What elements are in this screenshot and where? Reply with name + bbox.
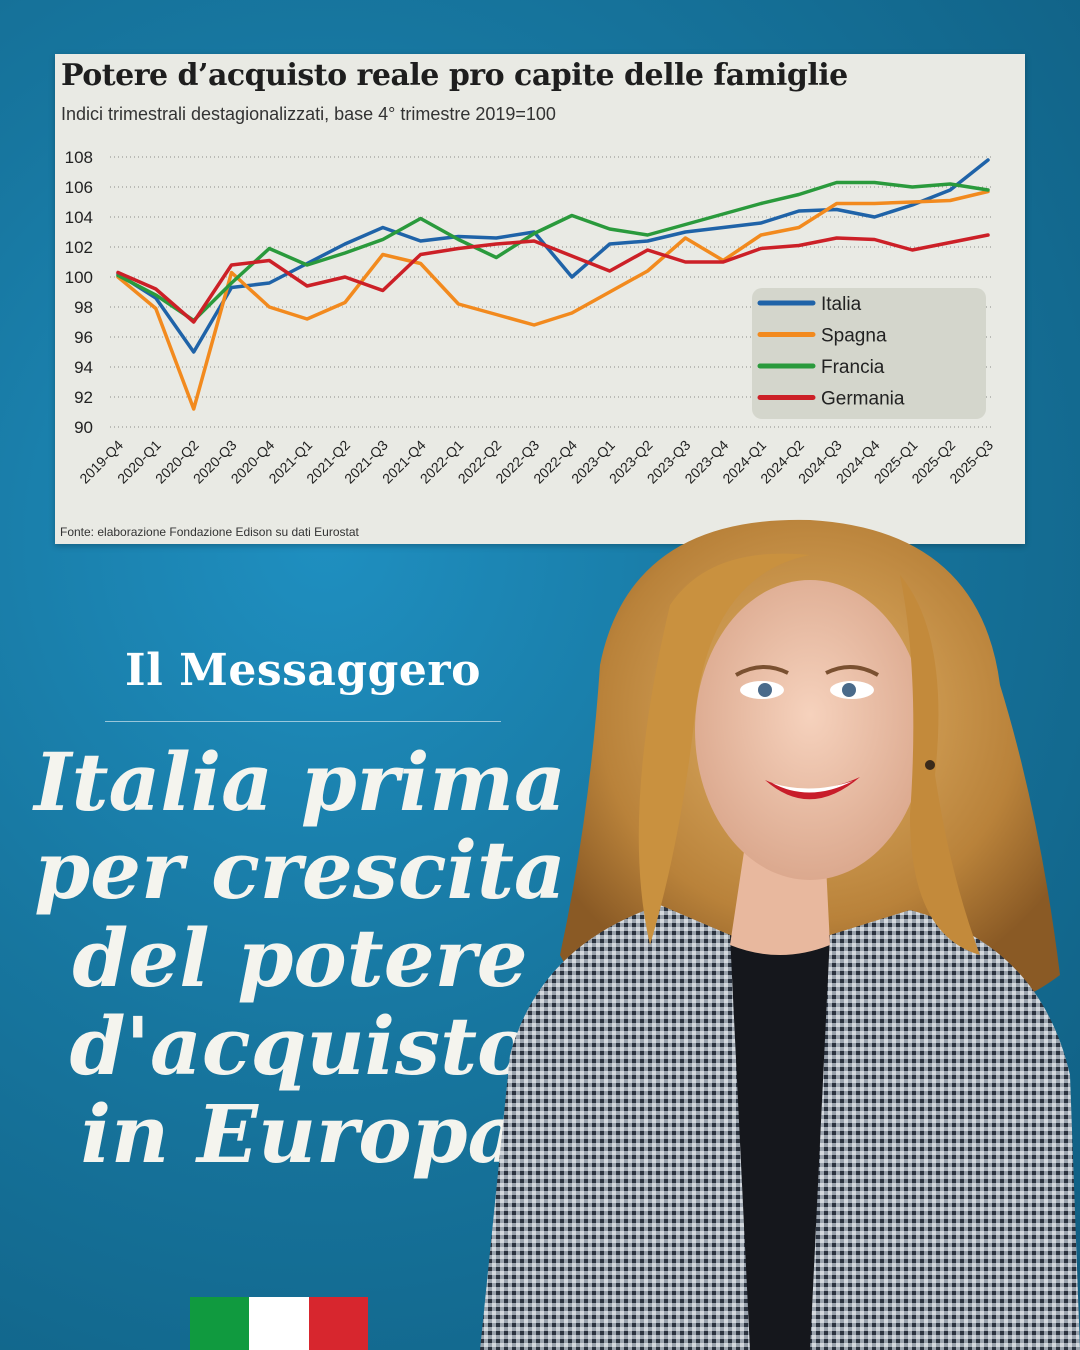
headline-line: in Europa	[80, 1087, 520, 1181]
headline-line: del potere	[72, 911, 528, 1005]
headline-line: d'acquisto	[69, 999, 531, 1093]
masthead-divider	[105, 721, 501, 722]
y-tick-label: 92	[74, 388, 93, 407]
legend-label: Spagna	[821, 326, 887, 347]
series-line-spagna	[116, 189, 990, 411]
newspaper-masthead: Il Messaggero	[125, 645, 481, 696]
chart-subtitle: Indici trimestrali destagionalizzati, ba…	[61, 104, 556, 124]
chart-card: Potere d’acquisto reale pro capite delle…	[55, 54, 1025, 544]
y-axis-ticks: 90 92 94 96 98 100 102 104 106 108	[65, 148, 93, 437]
y-tick-label: 94	[74, 358, 93, 377]
legend-box	[752, 288, 986, 419]
chart-source: Fonte: elaborazione Fondazione Edison su…	[60, 525, 359, 539]
flag-stripe	[308, 1297, 368, 1350]
legend: Italia Spagna Francia Germania	[752, 288, 986, 419]
y-tick-label: 104	[65, 208, 93, 227]
series-line-francia	[116, 180, 990, 323]
flag-stripe	[190, 1297, 250, 1350]
series-lines	[116, 158, 990, 411]
y-tick-label: 102	[65, 238, 93, 257]
y-tick-label: 96	[74, 328, 93, 347]
y-tick-label: 98	[74, 298, 93, 317]
flag-stripe	[249, 1297, 309, 1350]
series-line-germania	[116, 233, 990, 324]
portrait-photo	[480, 519, 1080, 1350]
y-tick-label: 100	[65, 268, 93, 287]
x-axis-ticks: 2019-Q42020-Q12020-Q22020-Q32020-Q42021-…	[76, 437, 996, 487]
y-tick-label: 106	[65, 178, 93, 197]
headline: Italia prima per crescita del potere d'a…	[20, 738, 580, 1178]
y-tick-label: 108	[65, 148, 93, 167]
chart-title: Potere d’acquisto reale pro capite delle…	[61, 58, 848, 93]
legend-label: Italia	[821, 294, 862, 315]
legend-label: Francia	[821, 357, 885, 378]
legend-label: Germania	[821, 389, 905, 410]
line-chart: 90 92 94 96 98 100 102 104 106 108 2019-Q42020-Q1…	[65, 148, 997, 487]
series-line-italia	[116, 158, 990, 354]
headline-line: Italia prima	[34, 735, 566, 829]
y-tick-label: 90	[74, 418, 93, 437]
headline-line: per crescita	[34, 823, 566, 917]
italian-flag	[190, 1297, 368, 1350]
